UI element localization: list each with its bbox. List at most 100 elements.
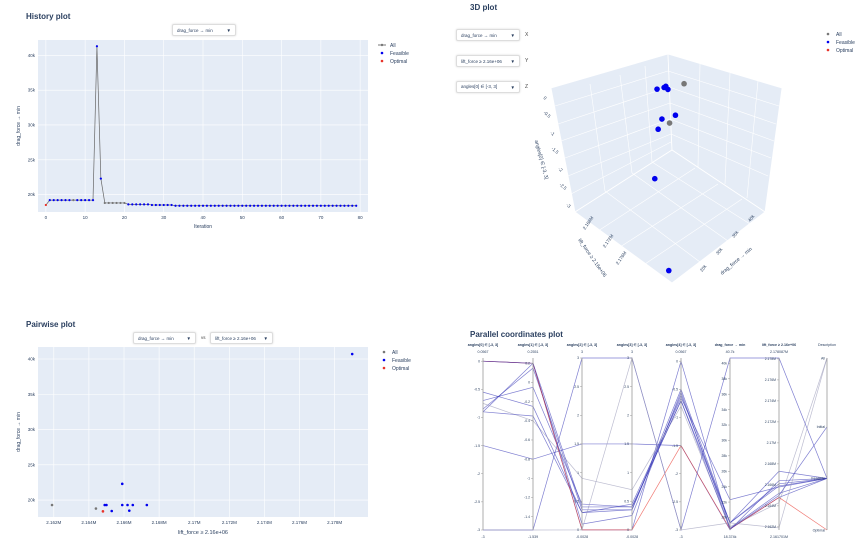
legend-item-optimal[interactable]: Optimal — [390, 59, 407, 65]
point-feasible[interactable] — [197, 204, 201, 207]
point-feasible[interactable] — [170, 203, 173, 207]
point-feasible[interactable] — [60, 199, 63, 202]
point-feasible[interactable] — [217, 204, 220, 207]
point-feasible[interactable] — [350, 352, 354, 356]
point-feasible[interactable] — [131, 503, 135, 507]
legend-item-feasible[interactable]: Feasible — [390, 51, 409, 57]
point-feasible[interactable] — [307, 204, 311, 207]
pc-record-line[interactable] — [483, 356, 828, 531]
point-feasible[interactable] — [319, 204, 322, 207]
point-feasible[interactable] — [126, 503, 129, 507]
pc-record-line[interactable] — [482, 388, 828, 524]
point-feasible[interactable] — [131, 203, 134, 206]
point-feasible[interactable] — [80, 199, 83, 202]
point-feasible[interactable] — [221, 204, 224, 207]
point-all[interactable] — [103, 201, 106, 205]
point-feasible[interactable] — [127, 203, 130, 206]
point-feasible[interactable] — [145, 503, 149, 507]
history-objective-dropdown[interactable]: drag_force → min ▼ — [172, 24, 236, 36]
point-feasible[interactable] — [331, 204, 334, 207]
point-feasible[interactable] — [659, 116, 665, 122]
point-feasible[interactable] — [135, 203, 138, 206]
point-feasible[interactable] — [194, 204, 197, 207]
pc-record-line[interactable] — [482, 360, 828, 530]
point-feasible[interactable] — [229, 204, 232, 207]
point-feasible[interactable] — [335, 204, 338, 207]
point-feasible[interactable] — [252, 204, 256, 207]
point-all[interactable] — [50, 503, 54, 507]
pc-record-line[interactable] — [482, 357, 828, 528]
point-feasible[interactable] — [284, 204, 287, 207]
point-all[interactable] — [681, 80, 687, 87]
parallel-coordinates-plot[interactable]: angles[0] ∈ [-3, 3] 0.0567 -3 0 -0.5 -1 -1.5 -2… — [468, 343, 836, 539]
legend-item-all[interactable]: All — [390, 43, 396, 49]
point-feasible[interactable] — [76, 199, 79, 202]
point-feasible[interactable] — [209, 204, 212, 207]
point-feasible[interactable] — [288, 204, 291, 207]
point-feasible[interactable] — [292, 204, 295, 207]
point-all[interactable] — [115, 201, 118, 205]
pairwise-plot-area[interactable] — [38, 347, 368, 517]
point-feasible[interactable] — [146, 203, 150, 206]
point-feasible[interactable] — [127, 509, 131, 512]
point-feasible[interactable] — [351, 204, 354, 207]
point-feasible[interactable] — [201, 204, 205, 207]
point-feasible[interactable] — [84, 199, 87, 202]
point-feasible[interactable] — [178, 204, 181, 207]
point-feasible[interactable] — [339, 204, 342, 207]
pairwise-x-dropdown[interactable]: lift_force ≥ 2.16e+06 ▼ — [210, 332, 273, 344]
point-optimal[interactable] — [101, 510, 105, 513]
point-feasible[interactable] — [655, 126, 661, 133]
point-feasible[interactable] — [48, 199, 51, 202]
point-feasible[interactable] — [158, 203, 161, 207]
point-feasible[interactable] — [260, 204, 264, 207]
point-all[interactable] — [111, 201, 114, 205]
point-feasible[interactable] — [120, 503, 124, 507]
legend-item-optimal[interactable]: Optimal — [836, 48, 853, 54]
3d-y-dropdown[interactable]: lift_force ≥ 2.16e+06 ▼ — [456, 55, 520, 67]
3d-x-dropdown[interactable]: drag_force → min ▼ — [456, 29, 520, 41]
point-feasible[interactable] — [245, 204, 248, 207]
point-feasible[interactable] — [139, 203, 142, 206]
point-feasible[interactable] — [120, 482, 124, 486]
point-feasible[interactable] — [105, 503, 108, 507]
point-feasible[interactable] — [182, 204, 185, 207]
point-feasible[interactable] — [186, 204, 189, 207]
point-all[interactable] — [107, 201, 110, 205]
point-feasible[interactable] — [355, 204, 358, 207]
point-feasible[interactable] — [95, 45, 99, 48]
point-feasible[interactable] — [166, 203, 169, 207]
point-feasible[interactable] — [311, 204, 315, 207]
point-feasible[interactable] — [154, 203, 157, 207]
point-all[interactable] — [94, 507, 98, 510]
point-all[interactable] — [666, 120, 673, 126]
point-feasible[interactable] — [162, 203, 165, 207]
point-optimal[interactable] — [44, 203, 47, 207]
point-feasible[interactable] — [64, 199, 67, 202]
point-feasible[interactable] — [150, 203, 154, 207]
legend-item-feasible[interactable]: Feasible — [392, 358, 411, 364]
pairwise-y-dropdown[interactable]: drag_force → min ▼ — [133, 332, 196, 344]
3d-z-dropdown[interactable]: angles[0] ∈ [-3, 3] ▼ — [456, 81, 520, 93]
point-feasible[interactable] — [56, 199, 59, 202]
point-feasible[interactable] — [91, 199, 95, 202]
point-feasible[interactable] — [225, 204, 228, 207]
point-feasible[interactable] — [256, 204, 260, 207]
point-feasible[interactable] — [110, 509, 114, 513]
point-feasible[interactable] — [315, 204, 319, 207]
legend-item-all[interactable]: All — [836, 32, 842, 38]
point-feasible[interactable] — [327, 204, 330, 207]
point-feasible[interactable] — [651, 175, 658, 182]
point-feasible[interactable] — [300, 204, 303, 207]
legend-item-feasible[interactable]: Feasible — [836, 40, 855, 46]
point-feasible[interactable] — [241, 204, 244, 207]
point-feasible[interactable] — [343, 204, 346, 207]
point-feasible[interactable] — [304, 204, 307, 207]
point-feasible[interactable] — [174, 204, 177, 207]
pc-record-line[interactable] — [482, 360, 828, 531]
point-feasible[interactable] — [665, 267, 672, 274]
point-feasible[interactable] — [249, 204, 252, 207]
point-feasible[interactable] — [233, 204, 236, 207]
legend-item-all[interactable]: All — [392, 350, 398, 356]
point-all[interactable] — [123, 201, 126, 205]
